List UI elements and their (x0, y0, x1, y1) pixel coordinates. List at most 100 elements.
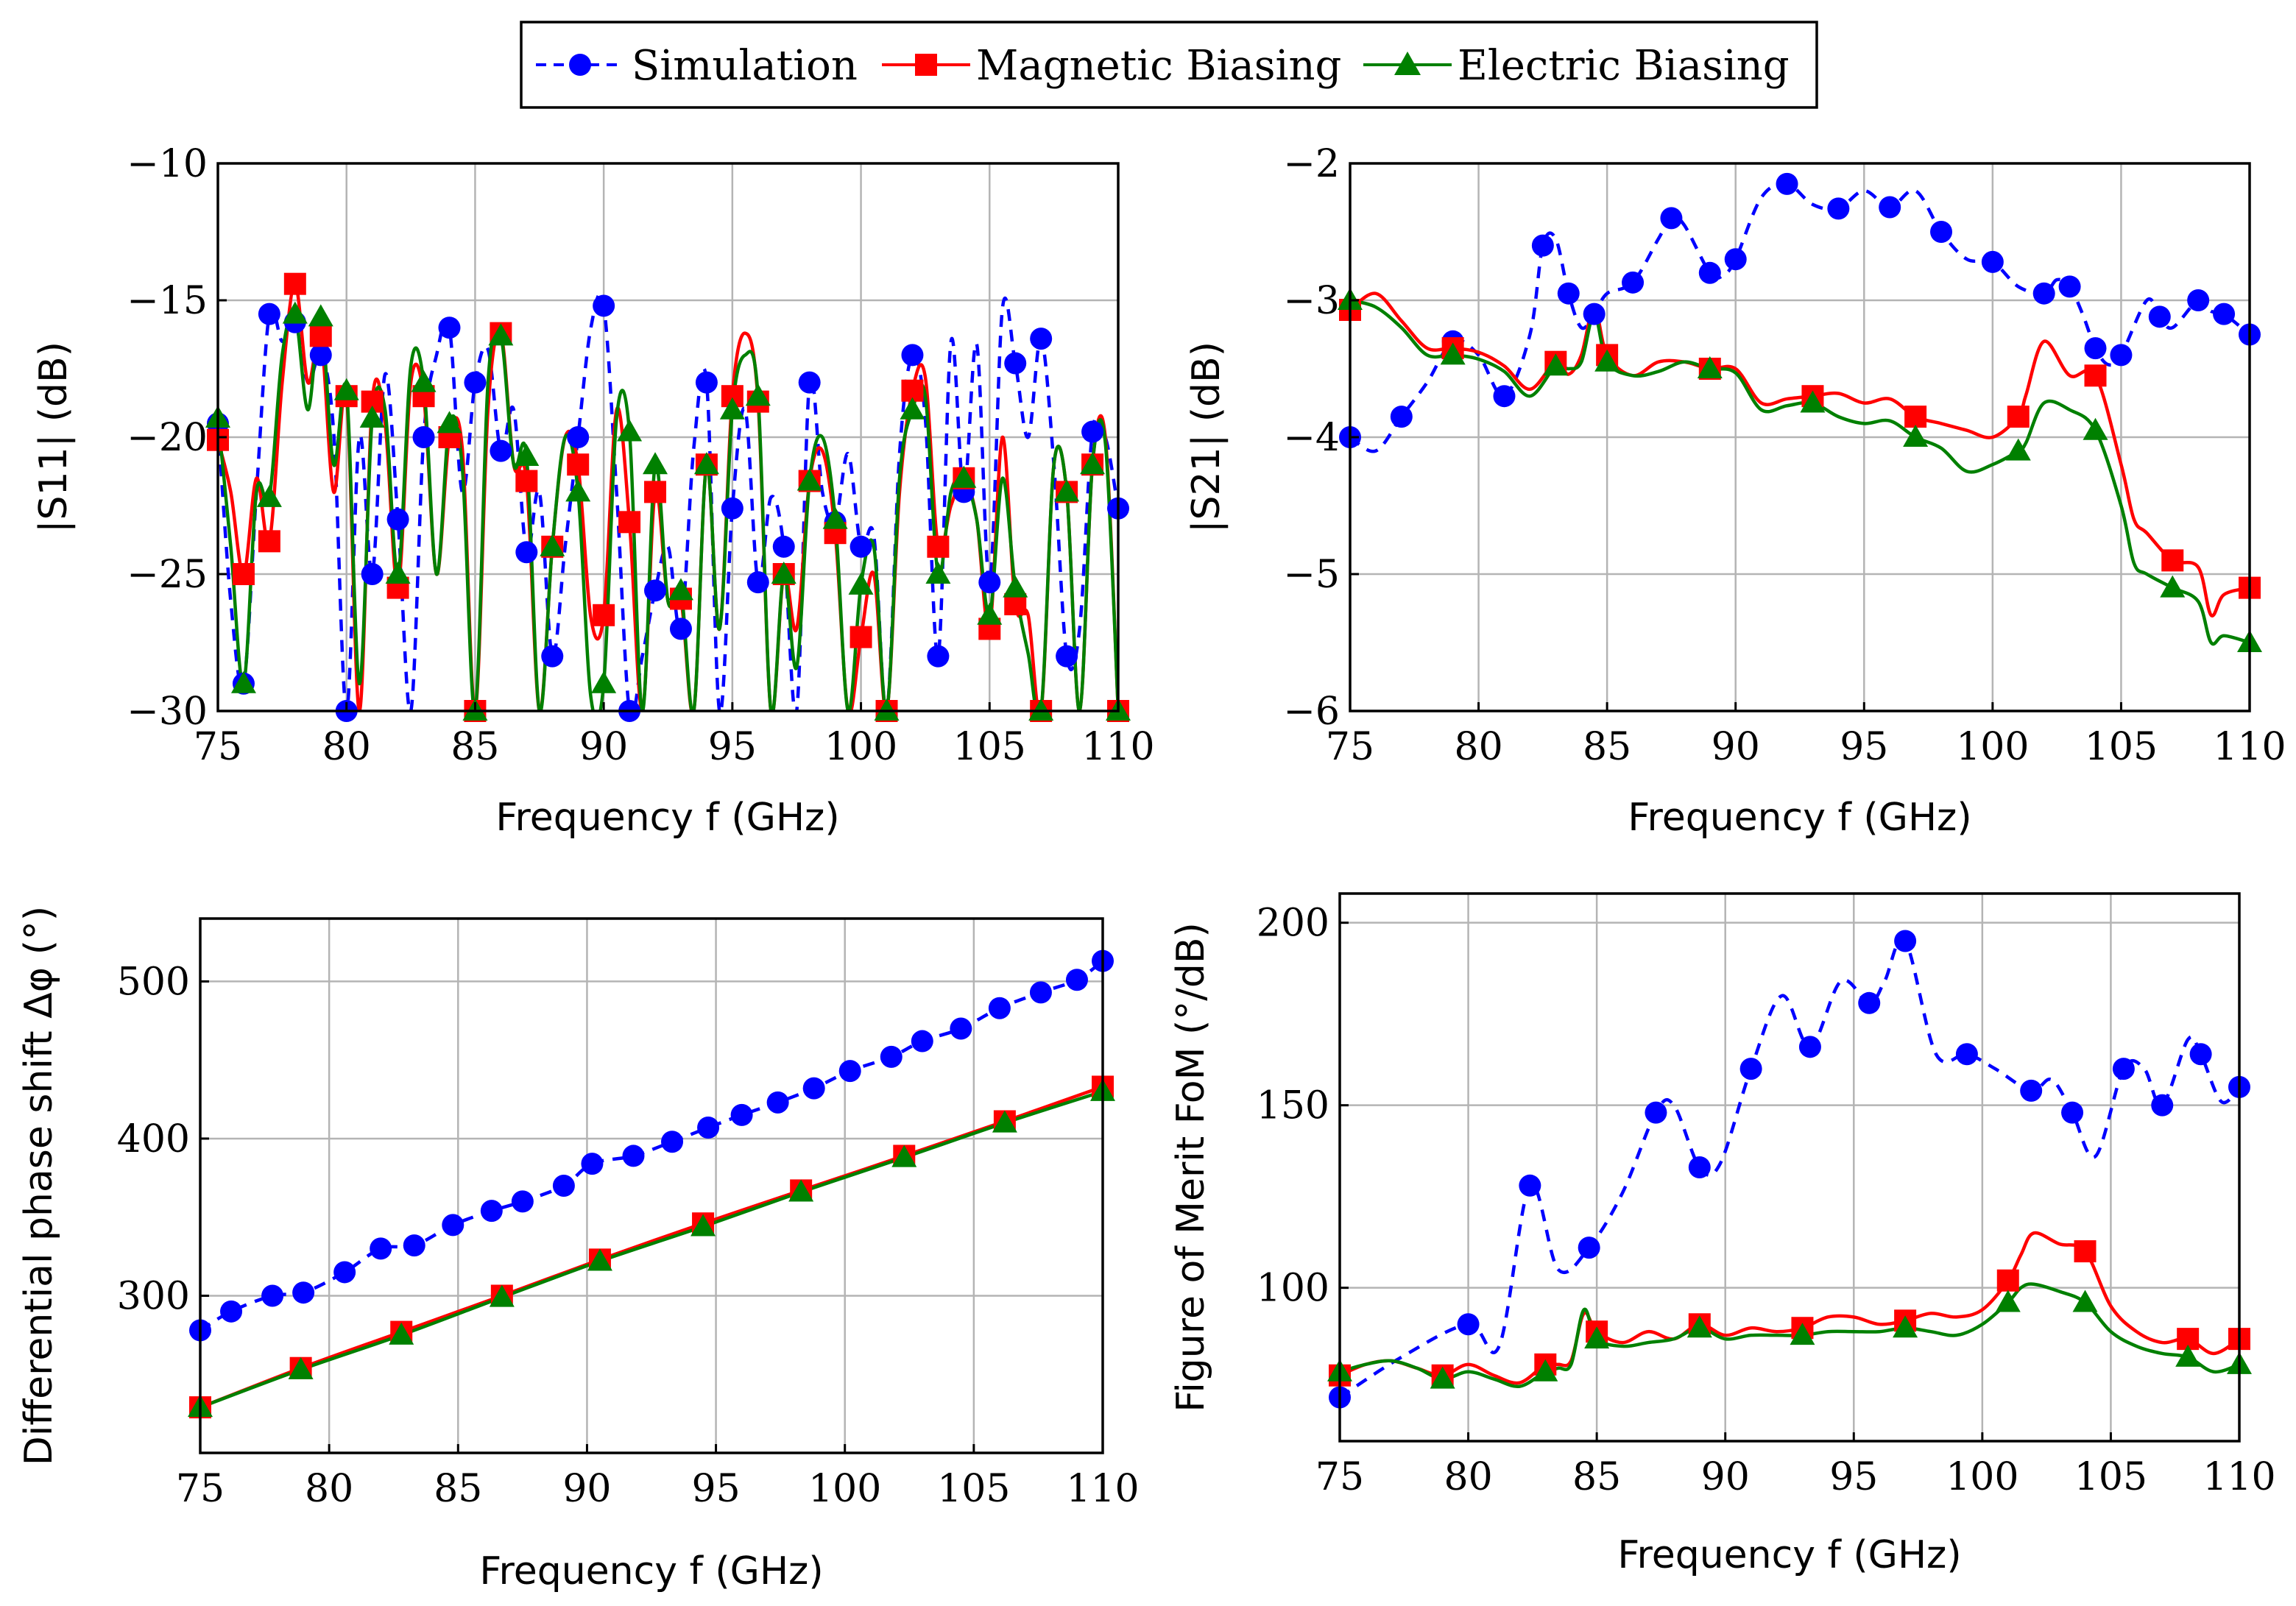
phase-xtick-label: 80 (305, 1467, 353, 1511)
fom-data-point (2151, 1094, 2174, 1117)
s21-data-point (1543, 353, 1569, 376)
fom-data-point (1645, 1101, 1667, 1124)
s21-data-point (2084, 337, 2107, 360)
s21-data-point (1981, 250, 2004, 273)
phase-data-point (480, 1200, 503, 1223)
phase-data-point (292, 1281, 315, 1304)
fom-data-point (1686, 1315, 1712, 1338)
s21-data-point (1697, 356, 1723, 378)
phase-data-point (511, 1190, 534, 1213)
s11-data-point (283, 272, 306, 295)
phase-data-point (1029, 981, 1052, 1004)
s21-data-point (1800, 390, 1826, 413)
fom-ytick-label: 100 (1257, 1267, 1329, 1311)
s11-data-point (593, 294, 615, 317)
phase-data-point (766, 1091, 789, 1114)
s21-data-point (2213, 303, 2236, 325)
fom-data-point (2072, 1290, 2098, 1312)
s21-data-point (2161, 549, 2184, 572)
phase-data-point (838, 1060, 861, 1083)
s11-data-point (593, 604, 615, 626)
fom-xtick-label: 80 (1444, 1455, 1492, 1499)
fom-data-point (1996, 1269, 2019, 1292)
phase-data-point (389, 1322, 414, 1345)
s11-data-point (771, 562, 796, 584)
s11-data-point (591, 671, 617, 693)
s11-data-point (1056, 645, 1078, 668)
phase-data-point (220, 1300, 243, 1323)
s11-data-point (437, 411, 462, 434)
s11-data-point (977, 602, 1003, 625)
legend-magnetic-marker (915, 54, 937, 76)
phase-xtick-label: 90 (562, 1467, 611, 1511)
s11-ytick-label: −25 (127, 553, 208, 597)
s11-data-point (669, 618, 692, 640)
fom-series-line-1 (1340, 1231, 2239, 1385)
chart-s11: 75 80 85 90 95 100 105 110 −30 −25 −20 −15 −10 Frequ… (32, 142, 1155, 840)
s21-xtick-label: 85 (1583, 725, 1631, 769)
s21-data-point (1493, 385, 1516, 408)
s11-data-point (693, 452, 719, 475)
fom-xtick-label: 100 (1946, 1455, 2018, 1499)
s11-data-point (719, 397, 745, 420)
phase-data-point (622, 1145, 645, 1167)
s21-data-point (2187, 289, 2210, 311)
phase-xlabel: Frequency f (GHz) (479, 1549, 823, 1593)
s11-data-point (772, 535, 795, 558)
fom-xtick-label: 105 (2074, 1455, 2147, 1499)
s11-data-point (359, 405, 385, 428)
s11-data-point (282, 301, 308, 324)
fom-data-point (1798, 1036, 1821, 1058)
s11-data-point (644, 579, 667, 602)
s11-data-point (822, 506, 848, 529)
s21-ytick-label: −4 (1283, 416, 1340, 460)
s21-series-line-0 (1350, 182, 2250, 453)
fom-frame (1338, 892, 2241, 1443)
fom-data-point (2175, 1344, 2201, 1367)
s21-xtick-label: 100 (1956, 725, 2029, 769)
phase-series-clip (200, 959, 1103, 1409)
s21-xtick-label: 95 (1840, 725, 1888, 769)
phase-data-point (403, 1234, 425, 1257)
fom-data-point (1894, 930, 1917, 952)
phase-data-point (1065, 969, 1088, 991)
phase-series-line-2 (200, 1089, 1103, 1409)
s11-data-point (514, 444, 540, 467)
phase-data-point (950, 1017, 972, 1040)
legend-box (520, 21, 1818, 109)
s11-series (205, 272, 1131, 722)
phase-series-line-0 (200, 959, 1103, 1332)
s11-data-point (927, 535, 950, 558)
s11-xtick-label: 110 (1081, 725, 1154, 769)
fom-data-point (2112, 1058, 2135, 1080)
s21-data-point (1557, 282, 1580, 305)
s11-ytick-label: −30 (127, 690, 208, 734)
s21-data-point (2110, 344, 2133, 367)
fom-ytick-label: 200 (1257, 902, 1329, 946)
phase-data-point (697, 1116, 720, 1139)
s21-data-point (1594, 349, 1620, 372)
phase-data-point (690, 1214, 716, 1237)
fom-data-point (1584, 1326, 1610, 1349)
s11-xtick-label: 105 (953, 725, 1026, 769)
s11-ytick-label: −15 (127, 279, 208, 323)
s21-data-point (2058, 275, 2081, 298)
s11-data-point (540, 534, 565, 556)
s11-data-point (490, 439, 512, 462)
phase-data-point (370, 1237, 392, 1260)
phase-data-point (891, 1145, 917, 1167)
s11-data-point (256, 484, 282, 507)
fom-data-point (2074, 1240, 2097, 1263)
phase-grid (200, 919, 1103, 1453)
phase-data-point (802, 1077, 825, 1100)
s11-data-point (361, 563, 384, 585)
s11-data-point (567, 426, 590, 448)
s11-data-point (951, 465, 977, 488)
legend-magnetic-label: Magnetic Biasing (976, 42, 1341, 90)
s11-xtick-label: 80 (322, 725, 371, 769)
s11-data-point (309, 325, 332, 347)
s21-ytick-label: −2 (1283, 142, 1340, 186)
phase-ylabel: Differential phase shift Δφ (°) (17, 906, 61, 1465)
s11-data-point (978, 571, 1001, 594)
s11-data-point (901, 344, 924, 367)
